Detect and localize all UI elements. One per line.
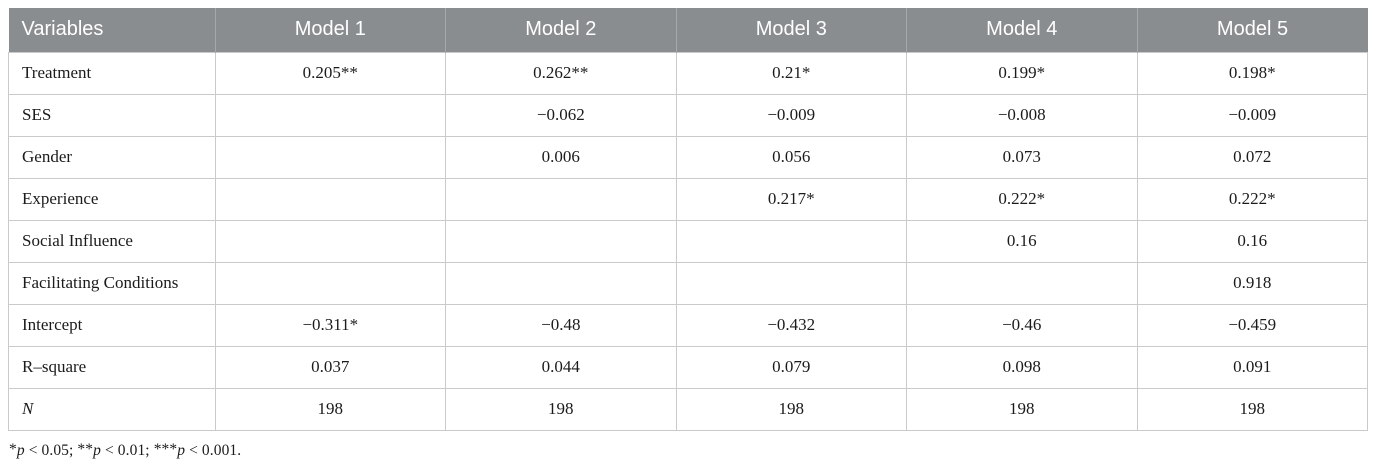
column-header-model-1: Model 1 <box>214 8 446 52</box>
variable-label: Social Influence <box>8 219 216 263</box>
footnote-text: < 0.05; <box>24 441 78 459</box>
table-header-row: Variables Model 1 Model 2 Model 3 Model … <box>8 8 1368 52</box>
coefficient-value-cell: 0.918 <box>1136 261 1368 305</box>
variable-label: R–square <box>8 345 216 389</box>
coefficient-value-cell <box>214 219 447 263</box>
table-row: Social Influence 0.16 0.16 <box>8 219 1368 263</box>
coefficient-value-cell: 198 <box>1136 387 1368 431</box>
coefficient-value-cell: 0.098 <box>906 345 1138 389</box>
column-header-model-5: Model 5 <box>1136 8 1368 52</box>
coefficient-value-cell: 0.222* <box>906 177 1138 221</box>
coefficient-value-cell: 0.072 <box>1136 135 1368 179</box>
coefficient-value-cell: 0.217* <box>675 177 908 221</box>
variable-label: N <box>8 387 216 431</box>
coefficient-value-cell: 0.079 <box>675 345 908 389</box>
coefficient-value-cell <box>675 219 908 263</box>
coefficient-value-cell: 198 <box>445 387 677 431</box>
footnote-text: < 0.01; <box>100 441 154 459</box>
table-row: Intercept −0.311* −0.48 −0.432 −0.46 −0.459 <box>8 303 1368 347</box>
coefficient-value-cell: 0.056 <box>675 135 908 179</box>
coefficient-value-cell <box>906 261 1138 305</box>
coefficient-value-cell: −0.311* <box>214 303 447 347</box>
coefficient-value-cell: 198 <box>675 387 908 431</box>
footnote-text: < 0.001. <box>185 441 242 459</box>
coefficient-value-cell: 0.222* <box>1136 177 1368 221</box>
variable-label: Gender <box>8 135 216 179</box>
p-symbol: p <box>93 441 101 459</box>
coefficient-value-cell: 198 <box>214 387 447 431</box>
table-body: Treatment 0.205** 0.262** 0.21* 0.199* 0.198*… <box>8 51 1368 431</box>
coefficient-value-cell: 0.044 <box>445 345 677 389</box>
coefficient-value-cell <box>445 177 677 221</box>
coefficient-value-cell <box>445 261 677 305</box>
coefficient-value-cell <box>214 261 447 305</box>
coefficient-value-cell <box>214 177 447 221</box>
coefficient-value-cell: 0.199* <box>906 51 1138 95</box>
coefficient-value-cell: 0.205** <box>214 51 447 95</box>
coefficient-value-cell: −0.459 <box>1136 303 1368 347</box>
coefficient-value-cell <box>214 93 447 137</box>
table-row: R–square 0.037 0.044 0.079 0.098 0.091 <box>8 345 1368 389</box>
table-row: Gender 0.006 0.056 0.073 0.072 <box>8 135 1368 179</box>
variable-label: Facilitating Conditions <box>8 261 216 305</box>
significance-asterisks: * <box>9 440 17 458</box>
coefficient-value-cell: −0.432 <box>675 303 908 347</box>
coefficient-value-cell: 0.037 <box>214 345 447 389</box>
coefficient-value-cell <box>675 261 908 305</box>
p-symbol: p <box>177 441 186 459</box>
significance-asterisks: ** <box>77 440 94 458</box>
coefficient-value-cell: 0.21* <box>675 51 908 95</box>
table-row: Treatment 0.205** 0.262** 0.21* 0.199* 0.198* <box>8 51 1368 95</box>
coefficient-value-cell: −0.48 <box>445 303 677 347</box>
coefficient-value-cell: 0.16 <box>906 219 1138 263</box>
coefficient-value-cell: −0.009 <box>1136 93 1368 137</box>
column-header-model-3: Model 3 <box>675 8 907 52</box>
significance-footnote: *p < 0.05; **p < 0.01; ***p < 0.001. <box>8 440 1368 460</box>
table-row: N 198 198 198 198 198 <box>8 387 1368 431</box>
variable-label: SES <box>8 93 216 137</box>
coefficient-value-cell: −0.062 <box>445 93 677 137</box>
coefficient-value-cell <box>214 135 447 179</box>
coefficient-value-cell: 198 <box>906 387 1138 431</box>
coefficient-value-cell: 0.198* <box>1136 51 1368 95</box>
coefficient-value-cell: 0.091 <box>1136 345 1368 389</box>
regression-results-table: Variables Model 1 Model 2 Model 3 Model … <box>8 8 1368 431</box>
coefficient-value-cell <box>445 219 677 263</box>
coefficient-value-cell: −0.009 <box>675 93 908 137</box>
p-symbol: p <box>16 441 25 459</box>
coefficient-value-cell: −0.008 <box>906 93 1138 137</box>
coefficient-value-cell: 0.006 <box>445 135 677 179</box>
coefficient-value-cell: 0.16 <box>1136 219 1368 263</box>
coefficient-value-cell: 0.262** <box>445 51 677 95</box>
significance-asterisks: *** <box>153 440 178 458</box>
coefficient-value-cell: −0.46 <box>906 303 1138 347</box>
column-header-model-2: Model 2 <box>445 8 677 52</box>
coefficient-value-cell: 0.073 <box>906 135 1138 179</box>
table-row: Experience 0.217* 0.222* 0.222* <box>8 177 1368 221</box>
column-header-variables: Variables <box>8 8 216 52</box>
table-row: SES −0.062 −0.009 −0.008 −0.009 <box>8 93 1368 137</box>
table-row: Facilitating Conditions 0.918 <box>8 261 1368 305</box>
column-header-model-4: Model 4 <box>906 8 1137 52</box>
variable-label: Intercept <box>8 303 216 347</box>
variable-label: Treatment <box>8 51 216 95</box>
variable-label: Experience <box>8 177 216 221</box>
